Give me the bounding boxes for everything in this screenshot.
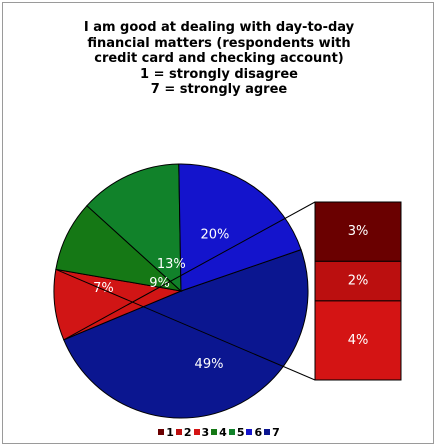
title-line-1: I am good at dealing with day-to-day	[83, 20, 355, 35]
legend-label-1: 1	[166, 426, 174, 439]
bar-segment-3	[314, 300, 402, 381]
pie-label-6: 20%	[200, 227, 229, 242]
pie-label-5: 13%	[157, 257, 186, 272]
legend-swatch-1	[158, 429, 165, 435]
bar-label-2: 2%	[348, 274, 369, 289]
bar-segment-2	[314, 260, 402, 302]
legend-label-7: 7	[272, 426, 280, 439]
legend-swatch-3	[193, 429, 200, 435]
legend-item-6: 6	[246, 426, 262, 439]
legend-item-4: 4	[211, 426, 227, 439]
legend-swatch-5	[228, 429, 235, 435]
pie-slice-6	[178, 163, 302, 292]
pie-label-1-3: 7%	[93, 281, 114, 296]
legend-item-7: 7	[264, 426, 280, 439]
title-line-3: credit card and checking account)	[94, 51, 344, 66]
legend-item-5: 5	[228, 426, 245, 439]
legend-swatch-4	[211, 429, 218, 435]
legend-item-3: 3	[193, 426, 210, 439]
bar-label-3: 4%	[348, 333, 369, 348]
legend-label-3: 3	[201, 426, 210, 439]
legend-swatch-6	[246, 429, 253, 435]
title-line-4: 1 = strongly disagree	[140, 66, 298, 82]
legend-swatch-7	[264, 429, 271, 435]
bar-label-1: 3%	[348, 224, 369, 239]
legend-item-1: 1	[158, 426, 174, 439]
pie-label-7: 49%	[195, 357, 224, 372]
connector-line-bottom	[55, 268, 316, 381]
pie-label-4: 9%	[149, 276, 170, 291]
pie-slice-7	[63, 249, 309, 419]
connector-line-top	[63, 201, 316, 341]
title-line-2: financial matters (respondents with	[87, 35, 351, 51]
legend-label-2: 2	[183, 426, 192, 439]
title-line-5: 7 = strongly agree	[150, 82, 288, 97]
chart-title: I am good at dealing with day-to-day fin…	[20, 20, 418, 98]
legend-label-4: 4	[219, 426, 227, 439]
legend-item-2: 2	[175, 426, 192, 439]
legend-label-6: 6	[254, 426, 263, 439]
legend-swatch-2	[175, 429, 182, 435]
pie-slice-5	[86, 163, 182, 293]
legend-label-5: 5	[236, 426, 245, 439]
